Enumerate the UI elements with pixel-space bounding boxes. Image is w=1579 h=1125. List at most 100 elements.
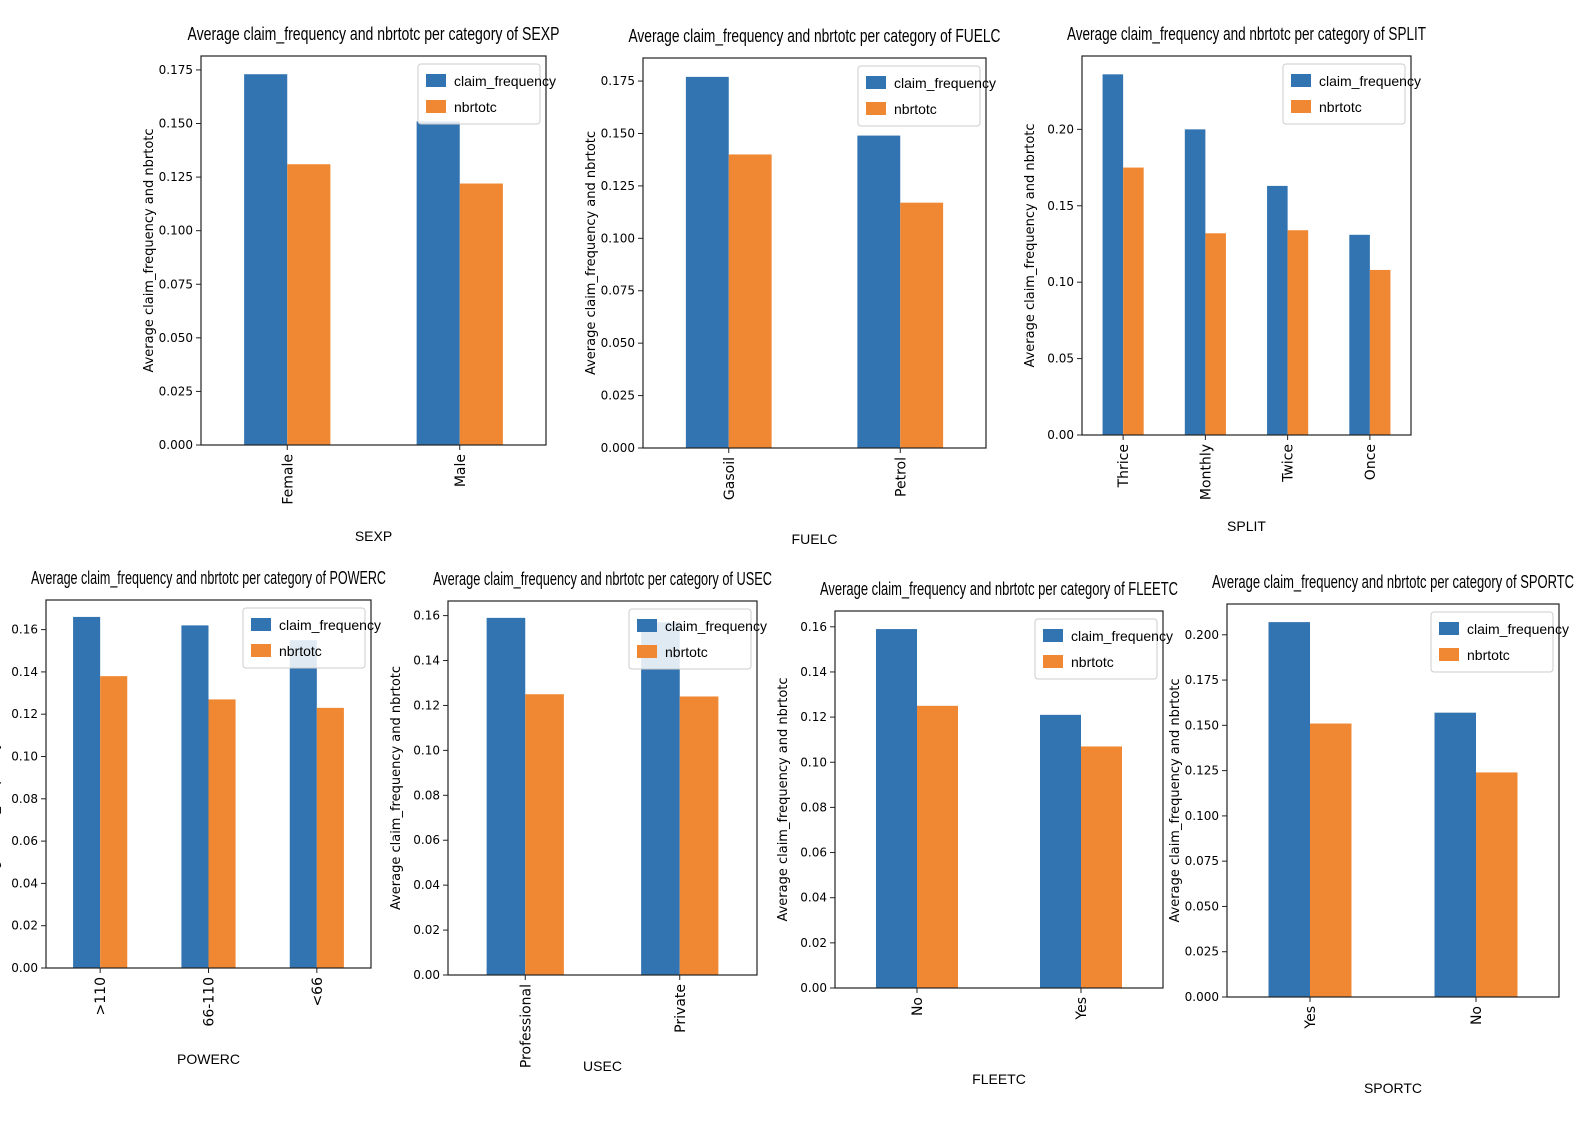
- y-axis-label: Average claim_frequency and nbrtotc: [1023, 123, 1038, 367]
- y-axis-label: Average claim_frequency and nbrtotc: [776, 677, 791, 921]
- legend-box: [417, 63, 541, 125]
- y-tick-label: 0.150: [159, 117, 193, 131]
- bar-nbrtotc: [917, 705, 958, 988]
- x-tick-label: 66-110: [202, 977, 218, 1027]
- y-axis-label: Average claim_frequency and nbrtotc: [584, 131, 599, 375]
- plot-frame: [200, 55, 547, 446]
- y-tick-label: 0.125: [601, 179, 635, 193]
- legend-swatch: [251, 644, 271, 657]
- chart-title: Average claim_frequency and nbrtotc per …: [1067, 24, 1426, 45]
- x-tick-label: Female: [280, 454, 296, 505]
- y-tick-label: 0.000: [601, 441, 635, 455]
- bar-claim-frequency: [1267, 185, 1288, 435]
- plot-frame: [1081, 55, 1412, 436]
- plot-frame: [834, 610, 1164, 989]
- bar-claim-frequency: [181, 625, 209, 968]
- bar-claim-frequency: [641, 622, 680, 975]
- y-tick-label: 0.10: [413, 743, 440, 757]
- legend-box: [242, 607, 366, 669]
- y-tick-label: 0.025: [1185, 945, 1219, 959]
- legend-swatch: [426, 74, 446, 87]
- y-tick-label: 0.075: [159, 277, 193, 291]
- y-tick-label: 0.04: [413, 878, 440, 892]
- x-tick-label: Once: [1363, 444, 1379, 480]
- y-tick-label: 0.100: [1185, 809, 1219, 823]
- y-axis-label: Average claim_frequency and nbrtotc: [0, 662, 2, 906]
- bar-claim-frequency: [416, 121, 460, 446]
- bar-claim-frequency: [1040, 714, 1081, 988]
- legend-label: nbrtotc: [894, 101, 937, 117]
- legend-label: nbrtotc: [665, 644, 708, 660]
- y-tick-label: 0.000: [1185, 990, 1219, 1004]
- chart-panel: Yes No 0.000 0.025 0.050 0.075 0.100 0.125 0.150…: [1168, 572, 1574, 1096]
- legend-box: [1282, 63, 1406, 125]
- y-tick-label: 0.05: [1047, 352, 1074, 366]
- bar-claim-frequency: [289, 640, 317, 968]
- legend-swatch: [1043, 629, 1063, 642]
- x-tick-label: Private: [673, 984, 689, 1033]
- y-tick-label: 0.14: [800, 665, 827, 679]
- bar-claim-frequency: [1102, 74, 1124, 435]
- bar-claim-frequency: [1434, 712, 1476, 997]
- y-tick-label: 0.125: [159, 170, 193, 184]
- bar-claim-frequency: [876, 629, 917, 988]
- bar-nbrtotc: [287, 164, 331, 445]
- x-tick-label: Professional: [518, 984, 534, 1068]
- legend-label: claim_frequency: [454, 73, 556, 89]
- y-tick-label: 0.175: [159, 63, 193, 77]
- y-axis-label: Average claim_frequency and nbrtotc: [389, 666, 404, 910]
- y-tick-label: 0.20: [1047, 122, 1074, 136]
- y-tick-label: 0.150: [601, 126, 635, 140]
- bar-claim-frequency: [244, 74, 288, 446]
- x-tick-label: Petrol: [893, 457, 909, 497]
- legend-swatch: [637, 619, 657, 632]
- bar-nbrtotc: [1205, 233, 1226, 435]
- x-tick-label: Yes: [1303, 1006, 1319, 1030]
- chart-title: Average claim_frequency and nbrtotc per …: [31, 568, 386, 589]
- y-tick-label: 0.16: [800, 620, 827, 634]
- legend-label: claim_frequency: [665, 618, 767, 634]
- chart-panel: No Yes 0.00 0.02 0.04 0.06 0.08 0.10 0.12 0.14 0.1…: [776, 579, 1178, 1087]
- plot-frame: [1226, 603, 1560, 998]
- bar-nbrtotc: [900, 202, 944, 448]
- x-axis-label: FUELC: [792, 531, 838, 547]
- chart-title: Average claim_frequency and nbrtotc per …: [1212, 572, 1574, 593]
- y-tick-label: 0.200: [1185, 628, 1219, 642]
- y-tick-label: 0.10: [11, 750, 38, 764]
- chart-panel: Professional Private 0.00 0.02 0.04 0.06 0.08 0…: [389, 569, 772, 1074]
- bar-nbrtotc: [679, 696, 719, 975]
- y-tick-label: 0.025: [601, 389, 635, 403]
- y-tick-label: 0.175: [1185, 673, 1219, 687]
- y-tick-label: 0.08: [11, 792, 38, 806]
- chart-panel: Female Male 0.000 0.025 0.050 0.075 0.100 0.125…: [142, 24, 560, 544]
- x-tick-label: Yes: [1074, 997, 1090, 1021]
- y-tick-label: 0.08: [413, 788, 440, 802]
- bar-nbrtotc: [525, 694, 564, 975]
- bar-claim-frequency: [486, 617, 526, 975]
- x-tick-label: No: [1469, 1006, 1485, 1025]
- y-tick-label: 0.050: [159, 331, 193, 345]
- legend-label: nbrtotc: [1467, 647, 1510, 663]
- bar-nbrtotc: [1287, 230, 1309, 435]
- bar-nbrtotc: [316, 707, 344, 968]
- bar-nbrtotc: [1123, 167, 1144, 435]
- y-tick-label: 0.04: [800, 891, 827, 905]
- bar-claim-frequency: [73, 616, 101, 968]
- x-axis-label: POWERC: [177, 1051, 240, 1067]
- y-tick-label: 0.10: [1047, 275, 1074, 289]
- legend-swatch: [1043, 655, 1063, 668]
- legend-swatch: [1439, 622, 1459, 635]
- y-axis-label: Average claim_frequency and nbrtotc: [1168, 678, 1183, 922]
- x-tick-label: >110: [93, 977, 109, 1015]
- bar-nbrtotc: [1476, 772, 1518, 997]
- x-tick-label: <66: [310, 977, 326, 1007]
- legend-label: nbrtotc: [279, 643, 322, 659]
- y-axis-label: Average claim_frequency and nbrtotc: [142, 128, 157, 372]
- plot-frame: [45, 599, 372, 969]
